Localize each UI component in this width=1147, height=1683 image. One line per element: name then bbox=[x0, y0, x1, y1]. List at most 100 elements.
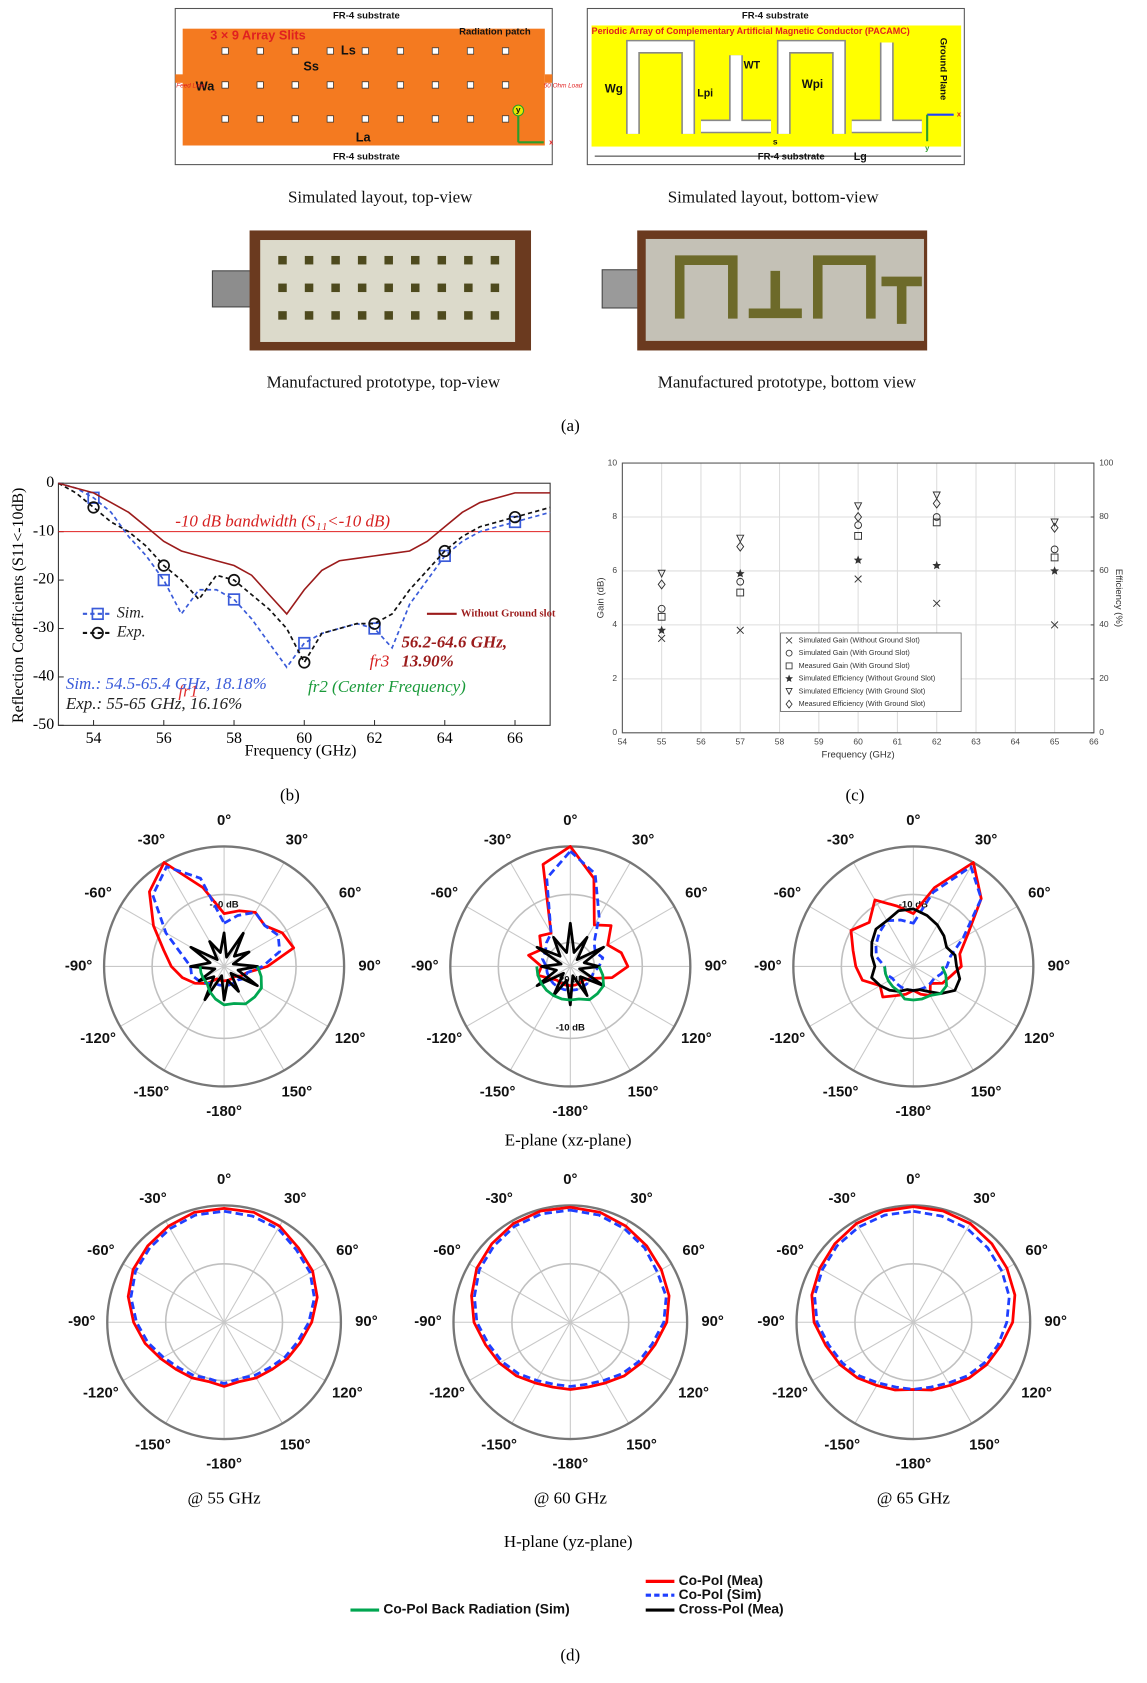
angle-tick-label: 150° bbox=[628, 1084, 659, 1100]
marker bbox=[157, 559, 170, 572]
series-line bbox=[189, 931, 260, 1002]
x-tick-label: 64 bbox=[437, 730, 453, 747]
angle-tick-label: 90° bbox=[355, 1314, 378, 1330]
angle-tick-label: 120° bbox=[332, 1385, 363, 1401]
angle-tick-label: 150° bbox=[969, 1437, 1000, 1453]
radial-tick-label: -10 dB bbox=[209, 900, 238, 911]
x-tick-label: 56 bbox=[696, 737, 706, 747]
angle-tick-label: -180° bbox=[552, 1456, 588, 1472]
array-slit bbox=[466, 81, 475, 89]
photo-slit bbox=[384, 283, 393, 293]
marker bbox=[785, 662, 793, 670]
angle-tick-label: 150° bbox=[280, 1437, 311, 1453]
y-tick-label: 2 bbox=[612, 673, 617, 683]
polar-frame bbox=[452, 1204, 689, 1441]
series-line bbox=[883, 965, 948, 1002]
angle-tick-label: 30° bbox=[286, 832, 309, 848]
marker bbox=[657, 612, 666, 621]
y2-tick-label: 80 bbox=[1099, 511, 1109, 521]
angle-tick-label: 90° bbox=[705, 958, 728, 974]
marker bbox=[368, 617, 381, 630]
photo-slit bbox=[278, 283, 287, 293]
panel-label: (a) bbox=[561, 416, 580, 435]
diagram-label: WT bbox=[744, 60, 761, 72]
marker bbox=[854, 532, 863, 540]
array-slit bbox=[501, 115, 510, 123]
x-tick-label: 66 bbox=[507, 730, 523, 747]
angle-tick-label: -60° bbox=[774, 886, 801, 902]
y-tick-label: 10 bbox=[608, 457, 618, 467]
photo-slit bbox=[437, 311, 447, 320]
angle-tick-label: -60° bbox=[433, 1243, 460, 1259]
marker bbox=[87, 501, 100, 514]
x-tick-label: 56 bbox=[156, 730, 172, 747]
marker bbox=[736, 577, 745, 586]
marker bbox=[932, 599, 941, 608]
legend-label: Measured Efficiency (With Ground Slot) bbox=[799, 699, 926, 708]
x-tick-label: 55 bbox=[657, 737, 667, 747]
radial-grid-ring bbox=[854, 1263, 973, 1382]
marker bbox=[785, 687, 793, 696]
series-line bbox=[470, 1205, 671, 1391]
array-slit bbox=[291, 115, 299, 123]
series-line bbox=[813, 1209, 1011, 1391]
angle-tick-label: 30° bbox=[284, 1191, 307, 1207]
angle-tick-label: 60° bbox=[685, 886, 708, 902]
photo-slit bbox=[490, 311, 500, 320]
x-tick-label: 62 bbox=[932, 737, 942, 747]
angle-tick-label: -150° bbox=[481, 1437, 517, 1453]
photo-slit bbox=[304, 255, 314, 265]
angle-tick-label: 0° bbox=[906, 1172, 920, 1188]
diagram-label: FR-4 substrate bbox=[758, 152, 825, 163]
angle-tick-label: -90° bbox=[411, 958, 438, 974]
marker bbox=[1050, 522, 1059, 533]
radial-grid-ring bbox=[840, 893, 987, 1040]
diagram-label: La bbox=[356, 129, 372, 144]
marker bbox=[657, 634, 666, 643]
angle-tick-label: -60° bbox=[87, 1243, 114, 1259]
x-tick-label: 63 bbox=[971, 737, 981, 747]
photo-slit bbox=[357, 283, 367, 293]
angle-tick-label: -150° bbox=[135, 1437, 171, 1453]
marker bbox=[657, 625, 666, 635]
angle-tick-label: -30° bbox=[827, 832, 854, 848]
marker bbox=[932, 513, 941, 521]
annotation: Exp.: 55-65 GHz, 16.16% bbox=[65, 694, 242, 713]
angle-tick-label: 120° bbox=[678, 1385, 709, 1401]
array-slit bbox=[326, 81, 334, 89]
angle-tick-label: -60° bbox=[431, 886, 458, 902]
marker bbox=[785, 674, 794, 682]
diagram-label: Wpi bbox=[802, 78, 823, 91]
angle-tick-label: 60° bbox=[336, 1243, 359, 1259]
angle-tick-label: -180° bbox=[896, 1104, 932, 1120]
angle-grid-line bbox=[809, 905, 914, 967]
caption: E-plane (xz-plane) bbox=[505, 1131, 632, 1150]
marker bbox=[932, 560, 942, 570]
array-slit bbox=[326, 47, 334, 55]
diagram-label: FR-4 substrate bbox=[742, 10, 809, 21]
y-tick-label: 0 bbox=[612, 727, 617, 737]
diagram-label: FR-4 substrate bbox=[333, 10, 400, 21]
photo-slit bbox=[357, 311, 367, 320]
x-tick-label: 54 bbox=[86, 730, 102, 747]
panel-label: (c) bbox=[846, 785, 865, 804]
angle-grid-line bbox=[466, 965, 571, 1027]
angle-tick-label: -120° bbox=[83, 1385, 119, 1401]
marker bbox=[736, 541, 745, 552]
diagram-label: Ground Plane bbox=[938, 38, 949, 101]
angle-tick-label: -90° bbox=[414, 1314, 441, 1330]
annotation: 13.90% bbox=[401, 652, 453, 671]
annotation: fr3 bbox=[370, 652, 390, 671]
angle-grid-line bbox=[466, 905, 571, 967]
angle-grid-line bbox=[809, 965, 914, 1027]
marker bbox=[157, 573, 170, 587]
x-tick-label: 65 bbox=[1050, 737, 1060, 747]
angle-tick-label: -150° bbox=[824, 1437, 860, 1453]
photo-slit bbox=[464, 311, 473, 320]
photo-slit bbox=[437, 255, 447, 265]
x-tick-label: 57 bbox=[736, 737, 746, 747]
angle-tick-label: -60° bbox=[84, 886, 111, 902]
diagram-label: Ls bbox=[341, 42, 356, 57]
angle-tick-label: -180° bbox=[206, 1456, 242, 1472]
array-slit bbox=[396, 81, 404, 89]
